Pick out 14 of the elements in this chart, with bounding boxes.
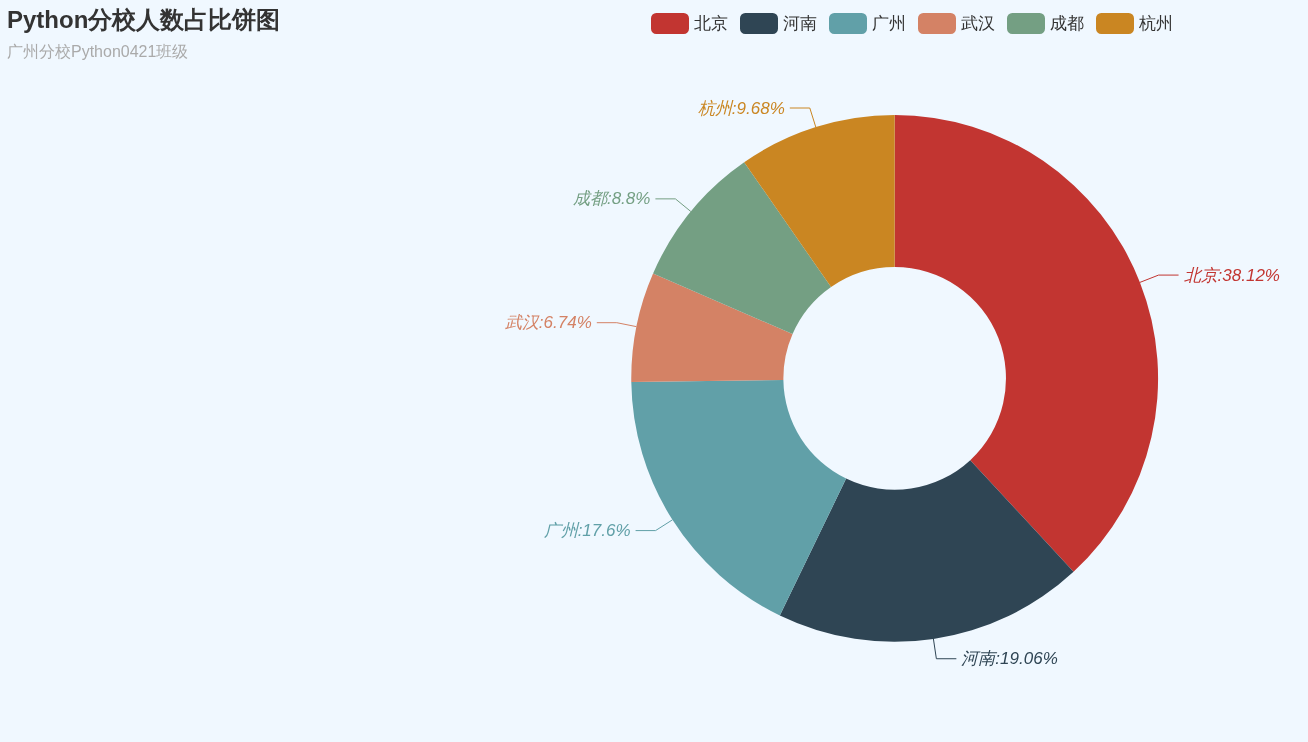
data-label: 广州:17.6%	[543, 521, 631, 541]
data-label: 河南:19.06%	[961, 649, 1058, 669]
legend-label: 北京	[694, 14, 728, 33]
data-label: 武汉:6.74%	[504, 313, 592, 333]
data-label: 成都:8.8%	[572, 189, 651, 209]
data-label: 北京:38.12%	[1183, 265, 1280, 285]
text: 广州分校Python0421班级	[7, 42, 189, 60]
legend-label: 成都	[1050, 14, 1084, 33]
text: Python分校人数占比饼图	[7, 5, 281, 33]
legend-label: 河南	[783, 14, 817, 33]
legend-label: 武汉	[961, 14, 995, 33]
data-label: 杭州:9.68%	[697, 98, 785, 118]
legend-label: 杭州	[1138, 14, 1173, 33]
legend-label: 广州	[872, 14, 906, 33]
